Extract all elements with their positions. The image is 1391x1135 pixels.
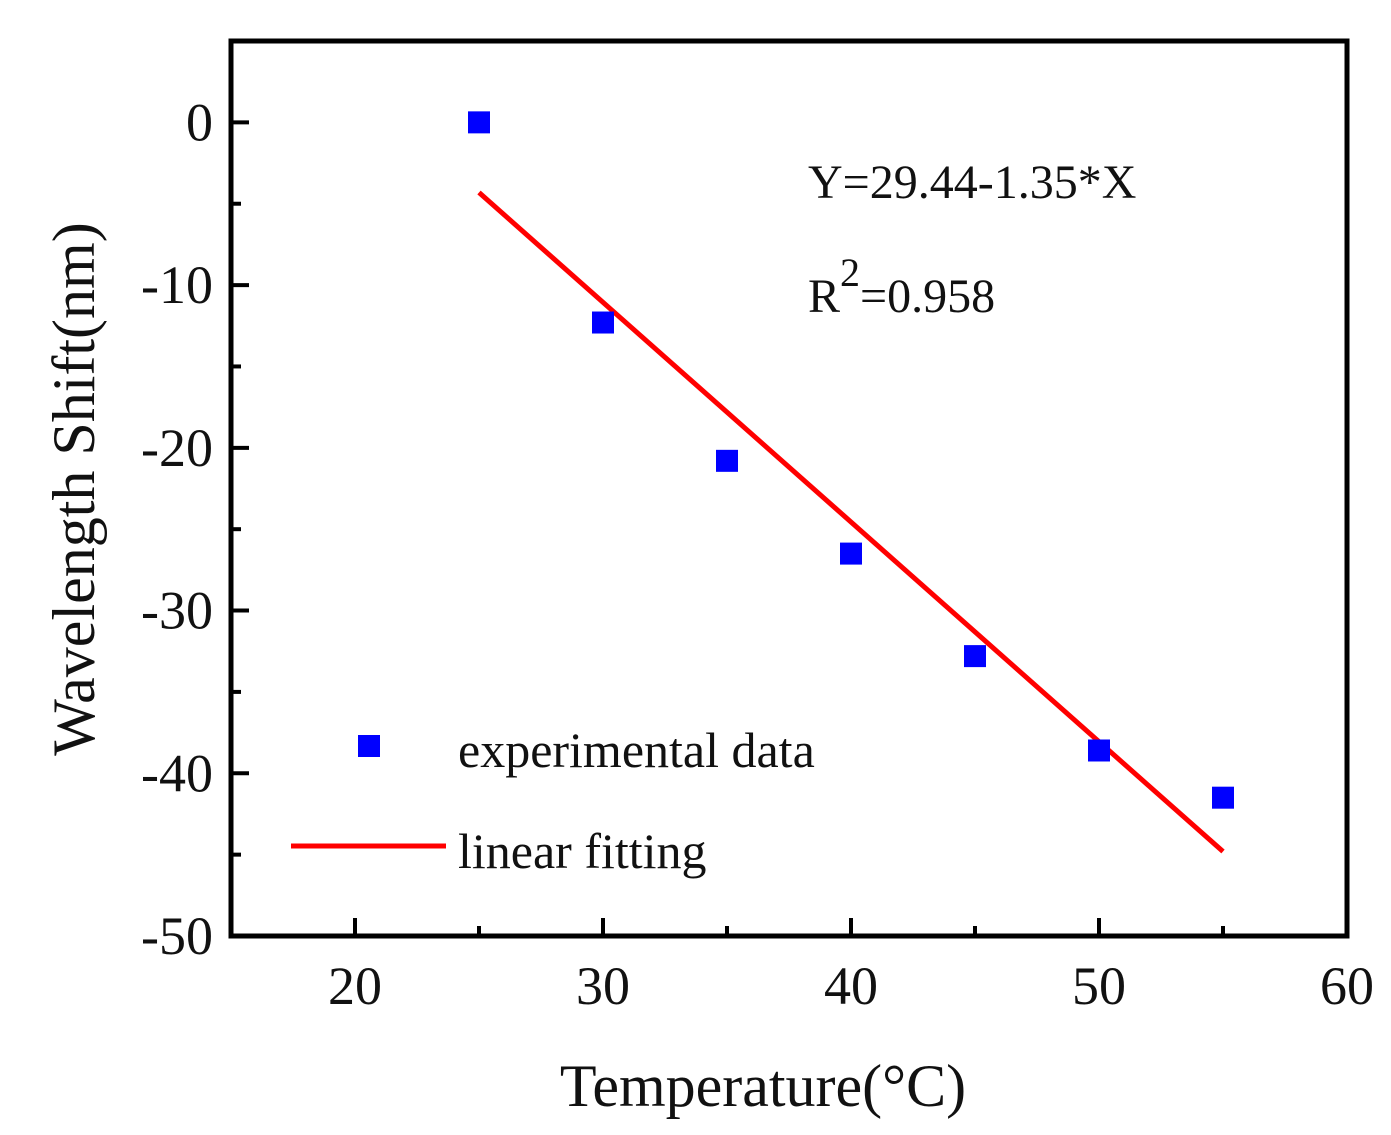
y-tick-label: -40 — [141, 743, 213, 803]
data-point — [716, 449, 738, 472]
r-squared-prefix: R — [808, 270, 840, 323]
data-point — [468, 111, 490, 134]
legend-marker-experimental-data — [358, 735, 380, 757]
legend-label-experimental-data: experimental data — [458, 722, 815, 778]
x-tick-label: 60 — [1320, 956, 1374, 1016]
data-points-layer — [468, 111, 1234, 809]
plot-frame — [228, 38, 1350, 939]
y-tick-label: -50 — [141, 906, 213, 966]
y-tick-label: -20 — [141, 418, 213, 478]
fit-equation: Y=29.44-1.35*X — [808, 156, 1136, 209]
x-tick-label: 20 — [328, 956, 382, 1016]
y-ticks: 0 -10 -20 -30 -40 -50 — [141, 92, 249, 966]
y-tick-label: -30 — [141, 581, 213, 641]
x-axis-title: Temperature(°C) — [560, 1053, 966, 1119]
data-point — [1088, 739, 1110, 762]
x-tick-label: 30 — [576, 956, 630, 1016]
r-squared-exponent: 2 — [840, 250, 860, 295]
y-axis-title: Wavelength Shift(nm) — [41, 222, 107, 755]
y-tick-label: 0 — [186, 92, 213, 152]
r-squared-value: =0.958 — [860, 270, 995, 323]
r-squared: R2=0.958 — [808, 250, 995, 323]
data-point — [1212, 786, 1234, 809]
y-tick-label: -10 — [141, 255, 213, 315]
x-tick-label: 50 — [1072, 956, 1126, 1016]
x-tick-label: 40 — [824, 956, 878, 1016]
legend: experimental data linear fitting — [291, 722, 815, 879]
legend-label-linear-fitting: linear fitting — [458, 823, 707, 879]
data-point — [964, 645, 986, 668]
data-point — [592, 311, 614, 334]
x-ticks: 20 30 40 50 60 — [328, 918, 1374, 1016]
data-point — [840, 542, 862, 565]
